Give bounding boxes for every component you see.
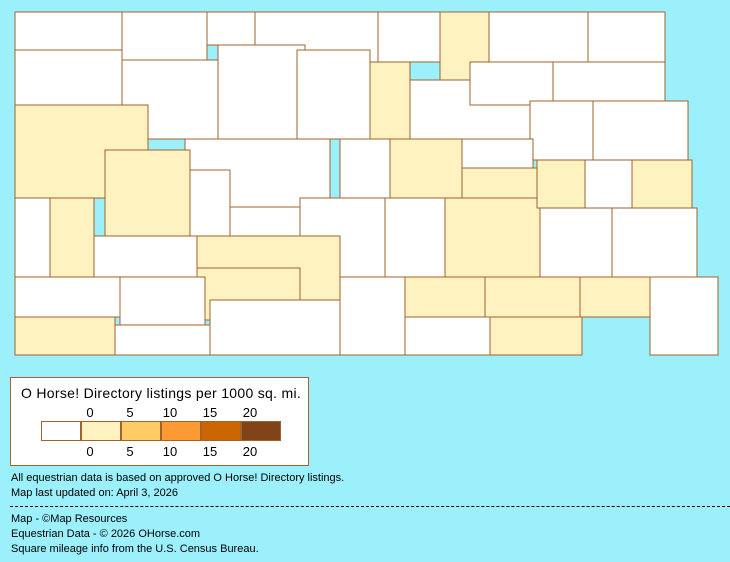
county-region [489,316,583,356]
county-region [209,299,341,356]
county-region [229,206,301,237]
county-region [611,207,698,278]
county-region [296,49,371,140]
county-region [377,11,441,63]
county-region [631,159,693,209]
county-region [404,316,491,356]
legend-top-tick: 20 [242,405,258,420]
county-region [552,61,666,102]
county-region [119,276,206,326]
county-region [14,11,123,51]
county-region [579,276,651,318]
county-region [539,207,613,278]
county-region [469,61,554,106]
legend-bottom-tick: 15 [202,444,218,459]
county-region [206,11,256,46]
legend-title: O Horse! Directory listings per 1000 sq.… [21,385,302,401]
legend-swatch [41,421,81,441]
county-region [536,159,586,209]
legend-swatch [201,421,241,441]
county-region [104,149,191,237]
county-region [49,197,95,278]
county-region [339,276,406,356]
legend-swatch [81,421,121,441]
county-region [14,316,116,356]
census-credit: Square mileage info from the U.S. Census… [11,543,259,555]
county-region [484,276,581,318]
county-region [587,11,666,63]
legend-bottom-tick: 20 [242,444,258,459]
county-region [389,138,463,199]
data-source-note: All equestrian data is based on approved… [11,472,345,484]
legend-swatch [121,421,161,441]
county-region [404,276,486,318]
divider [10,506,730,507]
county-region [384,197,446,278]
legend-bottom-tick: 0 [86,444,94,459]
legend-top-tick: 0 [86,405,94,420]
legend-top-tick: 15 [202,405,218,420]
data-credit: Equestrian Data - © 2026 OHorse.com [11,528,201,540]
county-region [584,159,633,209]
legend-swatch [161,421,201,441]
north-dakota-county-map [14,11,719,356]
county-region [459,138,534,169]
legend: O Horse! Directory listings per 1000 sq.… [10,377,309,466]
last-updated-note: Map last updated on: April 3, 2026 [11,487,178,499]
county-region [488,11,589,63]
legend-bottom-tick: 10 [162,444,178,459]
legend-top-tick: 5 [126,405,134,420]
county-region [649,276,719,356]
county-region [529,100,594,161]
county-region [461,167,538,199]
legend-bottom-tick: 5 [126,444,134,459]
county-region [14,276,121,318]
map-credit: Map - ©Map Resources [11,513,128,525]
county-region [592,100,689,161]
county-region [93,235,198,278]
county-region [14,49,123,106]
county-region [114,324,211,356]
legend-top-tick: 10 [162,405,178,420]
county-region [339,138,391,199]
county-region [444,197,541,278]
county-region [189,169,231,237]
county-region [217,44,306,140]
county-region [369,61,411,140]
county-region [14,197,51,278]
legend-swatch [241,421,281,441]
county-region [121,11,208,61]
